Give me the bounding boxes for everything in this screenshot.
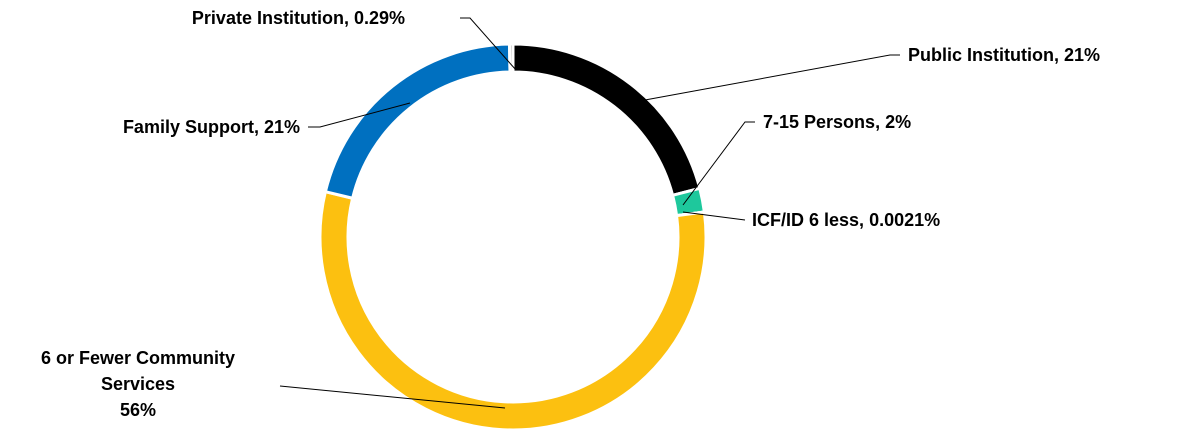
category-name: 6 or Fewer Community Services bbox=[40, 348, 236, 394]
category-name: Private Institution bbox=[192, 8, 354, 28]
category-name: Public Institution bbox=[908, 45, 1064, 65]
data-label: Private Institution0.29% bbox=[192, 5, 405, 31]
category-name: ICF/ID 6 less bbox=[752, 210, 869, 230]
category-name: Family Support bbox=[123, 117, 264, 137]
leader-line bbox=[682, 121, 755, 206]
value-label: 21% bbox=[263, 117, 300, 137]
donut-segment bbox=[323, 42, 512, 201]
category-name: 7-15 Persons bbox=[763, 112, 885, 132]
value-label: 21% bbox=[1064, 45, 1101, 65]
data-label: ICF/ID 6 less0.0021% bbox=[752, 207, 940, 233]
leader-line bbox=[460, 17, 517, 71]
leader-line bbox=[279, 385, 506, 409]
data-label: 7-15 Persons2% bbox=[763, 109, 911, 135]
donut-segment bbox=[511, 42, 702, 198]
value-label: 56% bbox=[119, 400, 157, 420]
leader-line bbox=[644, 54, 900, 101]
value-label: 0.29% bbox=[353, 8, 405, 28]
donut-segment bbox=[318, 189, 708, 432]
value-label: 2% bbox=[885, 112, 912, 132]
leader-line bbox=[682, 211, 746, 221]
leader-line bbox=[308, 102, 411, 128]
data-label: Public Institution21% bbox=[908, 42, 1100, 68]
data-label: Family Support21% bbox=[123, 114, 300, 140]
data-label: 6 or Fewer Community Services 56% bbox=[13, 345, 263, 423]
value-label: 0.0021% bbox=[869, 210, 941, 230]
donut-segment bbox=[507, 42, 515, 74]
